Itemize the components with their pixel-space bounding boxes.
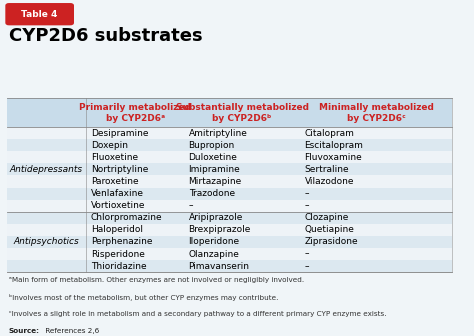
- Text: Chlorpromazine: Chlorpromazine: [91, 213, 163, 222]
- Text: Antipsychotics: Antipsychotics: [14, 238, 79, 247]
- Text: Substantially metabolized
by CYP2D6ᵇ: Substantially metabolized by CYP2D6ᵇ: [175, 102, 309, 123]
- Text: Fluoxetine: Fluoxetine: [91, 153, 138, 162]
- Text: Bupropion: Bupropion: [189, 141, 235, 150]
- Text: Amitriptyline: Amitriptyline: [189, 129, 247, 138]
- Text: Brexpiprazole: Brexpiprazole: [189, 225, 251, 235]
- Text: Escitalopram: Escitalopram: [305, 141, 364, 150]
- Text: –: –: [189, 201, 193, 210]
- Text: Ziprasidone: Ziprasidone: [305, 238, 358, 247]
- Text: Mirtazapine: Mirtazapine: [189, 177, 242, 186]
- FancyBboxPatch shape: [7, 139, 452, 151]
- Text: –: –: [305, 250, 309, 259]
- Text: Quetiapine: Quetiapine: [305, 225, 355, 235]
- Text: CYP2D6 substrates: CYP2D6 substrates: [9, 27, 202, 45]
- FancyBboxPatch shape: [5, 3, 74, 25]
- Text: ᶜInvolves a slight role in metabolism and a secondary pathway to a different pri: ᶜInvolves a slight role in metabolism an…: [9, 311, 386, 317]
- FancyBboxPatch shape: [7, 187, 452, 200]
- Text: Vilazodone: Vilazodone: [305, 177, 354, 186]
- FancyBboxPatch shape: [7, 248, 452, 260]
- FancyBboxPatch shape: [7, 236, 452, 248]
- FancyBboxPatch shape: [7, 200, 452, 212]
- Text: Clozapine: Clozapine: [305, 213, 349, 222]
- Text: Duloxetine: Duloxetine: [189, 153, 237, 162]
- FancyBboxPatch shape: [7, 224, 452, 236]
- Text: ᵃMain form of metabolism. Other enzymes are not involved or negligibly involved.: ᵃMain form of metabolism. Other enzymes …: [9, 277, 304, 283]
- Text: Iloperidone: Iloperidone: [189, 238, 240, 247]
- Text: Venlafaxine: Venlafaxine: [91, 189, 144, 198]
- FancyBboxPatch shape: [7, 127, 452, 139]
- Text: –: –: [305, 201, 309, 210]
- Text: ᵇInvolves most of the metabolism, but other CYP enzymes may contribute.: ᵇInvolves most of the metabolism, but ot…: [9, 294, 278, 301]
- FancyBboxPatch shape: [7, 260, 452, 272]
- Text: Haloperidol: Haloperidol: [91, 225, 143, 235]
- Text: Perphenazine: Perphenazine: [91, 238, 152, 247]
- Text: Fluvoxamine: Fluvoxamine: [305, 153, 362, 162]
- Text: Citalopram: Citalopram: [305, 129, 355, 138]
- FancyBboxPatch shape: [7, 151, 452, 163]
- Text: Doxepin: Doxepin: [91, 141, 128, 150]
- Text: Antidepressants: Antidepressants: [10, 165, 83, 174]
- FancyBboxPatch shape: [7, 212, 452, 224]
- Text: Desipramine: Desipramine: [91, 129, 148, 138]
- Text: Source:: Source:: [9, 328, 40, 334]
- Text: –: –: [305, 189, 309, 198]
- Text: Aripiprazole: Aripiprazole: [189, 213, 243, 222]
- Text: Primarily metabolized
by CYP2D6ᵃ: Primarily metabolized by CYP2D6ᵃ: [79, 102, 191, 123]
- Text: References 2,6: References 2,6: [43, 328, 100, 334]
- Text: Olanzapine: Olanzapine: [189, 250, 239, 259]
- Text: Nortriptyline: Nortriptyline: [91, 165, 148, 174]
- FancyBboxPatch shape: [7, 98, 452, 272]
- FancyBboxPatch shape: [7, 163, 452, 175]
- Text: Sertraline: Sertraline: [305, 165, 349, 174]
- FancyBboxPatch shape: [7, 98, 452, 127]
- Text: Paroxetine: Paroxetine: [91, 177, 138, 186]
- Text: Trazodone: Trazodone: [189, 189, 235, 198]
- Text: Table 4: Table 4: [21, 10, 58, 19]
- Text: Pimavanserin: Pimavanserin: [189, 262, 250, 271]
- Text: Risperidone: Risperidone: [91, 250, 145, 259]
- Text: Thioridazine: Thioridazine: [91, 262, 146, 271]
- Text: Minimally metabolized
by CYP2D6ᶜ: Minimally metabolized by CYP2D6ᶜ: [319, 102, 434, 123]
- Text: Vortioxetine: Vortioxetine: [91, 201, 146, 210]
- Text: –: –: [305, 262, 309, 271]
- FancyBboxPatch shape: [7, 175, 452, 187]
- Text: Imipramine: Imipramine: [189, 165, 240, 174]
